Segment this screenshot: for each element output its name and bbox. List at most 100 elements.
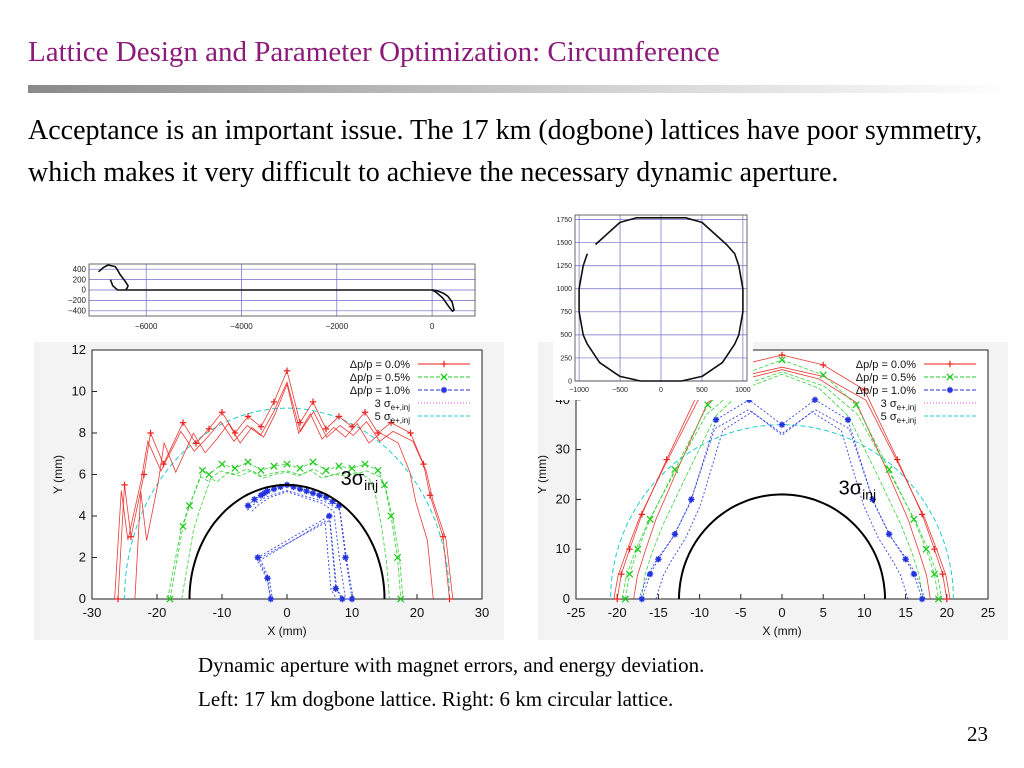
data-point	[179, 419, 187, 426]
y-tick-label: 10	[556, 541, 570, 556]
data-point	[361, 409, 369, 416]
data-point	[309, 398, 317, 406]
data-point	[387, 512, 395, 520]
slide-title: Lattice Design and Parameter Optimizatio…	[28, 36, 720, 68]
x-tick-label: 25	[981, 605, 995, 620]
data-point	[861, 386, 868, 394]
y-tick-label: 20	[556, 491, 570, 506]
plot-frame	[91, 349, 483, 600]
data-point	[930, 570, 939, 578]
data-point	[646, 515, 654, 523]
data-point	[819, 371, 827, 379]
data-point	[374, 466, 382, 475]
data-point	[655, 555, 662, 563]
aperture-scan-line	[251, 491, 347, 600]
data-point	[322, 425, 330, 433]
lattice-path	[578, 217, 744, 382]
data-point	[335, 462, 343, 470]
x-tick-label: −4000	[230, 322, 253, 331]
aperture-scan-line	[169, 461, 402, 600]
data-point	[446, 595, 453, 603]
x-tick-label: 10	[857, 605, 871, 620]
data-point	[844, 416, 852, 423]
aperture-scan-line	[247, 484, 353, 600]
y-tick-label: 0	[563, 591, 570, 606]
data-point	[638, 595, 646, 603]
x-tick-label: 0	[778, 605, 785, 620]
data-point	[778, 351, 786, 359]
aperture-scan-line	[181, 469, 390, 600]
data-point	[254, 554, 261, 561]
data-point	[885, 531, 893, 538]
data-point	[192, 440, 200, 447]
data-point	[261, 489, 268, 497]
data-point	[380, 481, 389, 489]
data-point	[946, 386, 954, 394]
y-tick-label: 750	[560, 309, 572, 316]
data-point	[264, 575, 271, 582]
x-tick-label: -15	[649, 605, 668, 620]
x-tick-label: 20	[940, 605, 954, 620]
lattice-path	[97, 264, 455, 313]
data-point	[283, 460, 291, 468]
data-point	[946, 373, 954, 381]
data-point	[264, 487, 271, 495]
sigma5-envelope	[124, 407, 450, 600]
data-point	[322, 494, 330, 501]
data-point	[440, 386, 448, 394]
x-tick-label: -10	[213, 605, 232, 620]
data-point	[251, 496, 258, 503]
data-point	[309, 489, 317, 497]
data-point	[614, 595, 621, 603]
data-point	[820, 361, 827, 369]
x-tick-label: 0	[659, 387, 663, 394]
data-point	[335, 502, 343, 509]
x-tick-label: 0	[283, 605, 290, 620]
data-point	[296, 419, 304, 426]
x-tick-label: 500	[696, 387, 708, 394]
data-point	[270, 398, 278, 406]
x-tick-label: 15	[898, 605, 912, 620]
data-point	[332, 585, 339, 592]
data-point	[218, 409, 226, 416]
data-point	[244, 413, 252, 420]
legend-label: Δp/p = 0.0%	[856, 359, 916, 371]
data-point	[440, 373, 448, 381]
aperture-scan-line	[117, 369, 450, 600]
y-tick-label: 1750	[556, 217, 572, 224]
data-point	[185, 501, 194, 510]
aperture-scan-line	[114, 381, 454, 600]
x-tick-label: −1000	[569, 387, 589, 394]
data-point	[931, 546, 938, 553]
data-point	[244, 502, 252, 509]
data-point	[634, 545, 642, 553]
y-tick-label: 12	[72, 342, 86, 357]
data-point	[342, 554, 349, 561]
x-tick-label: 10	[345, 605, 359, 620]
data-point	[397, 595, 405, 603]
caption-line-2: Left: 17 km dogbone lattice. Right: 6 km…	[198, 687, 674, 711]
data-point	[778, 421, 786, 428]
data-point	[618, 570, 625, 578]
data-point	[309, 458, 317, 466]
y-tick-label: 1500	[556, 240, 572, 247]
y-tick-label: −400	[68, 306, 87, 315]
data-point	[121, 481, 128, 489]
data-point	[257, 492, 265, 499]
data-point	[257, 466, 265, 475]
y-tick-label: 0	[568, 378, 572, 385]
data-point	[290, 483, 297, 491]
aperture-scan-line	[134, 383, 434, 600]
data-point	[934, 595, 943, 603]
data-point	[663, 456, 670, 463]
data-point	[198, 466, 207, 475]
page-number: 23	[967, 722, 988, 746]
data-point	[688, 496, 695, 503]
data-point	[704, 401, 712, 409]
x-tick-label: −6000	[135, 322, 158, 331]
y-tick-label: 250	[560, 355, 572, 362]
x-tick-label: -30	[83, 605, 102, 620]
data-point	[646, 570, 654, 578]
data-point	[147, 429, 154, 437]
